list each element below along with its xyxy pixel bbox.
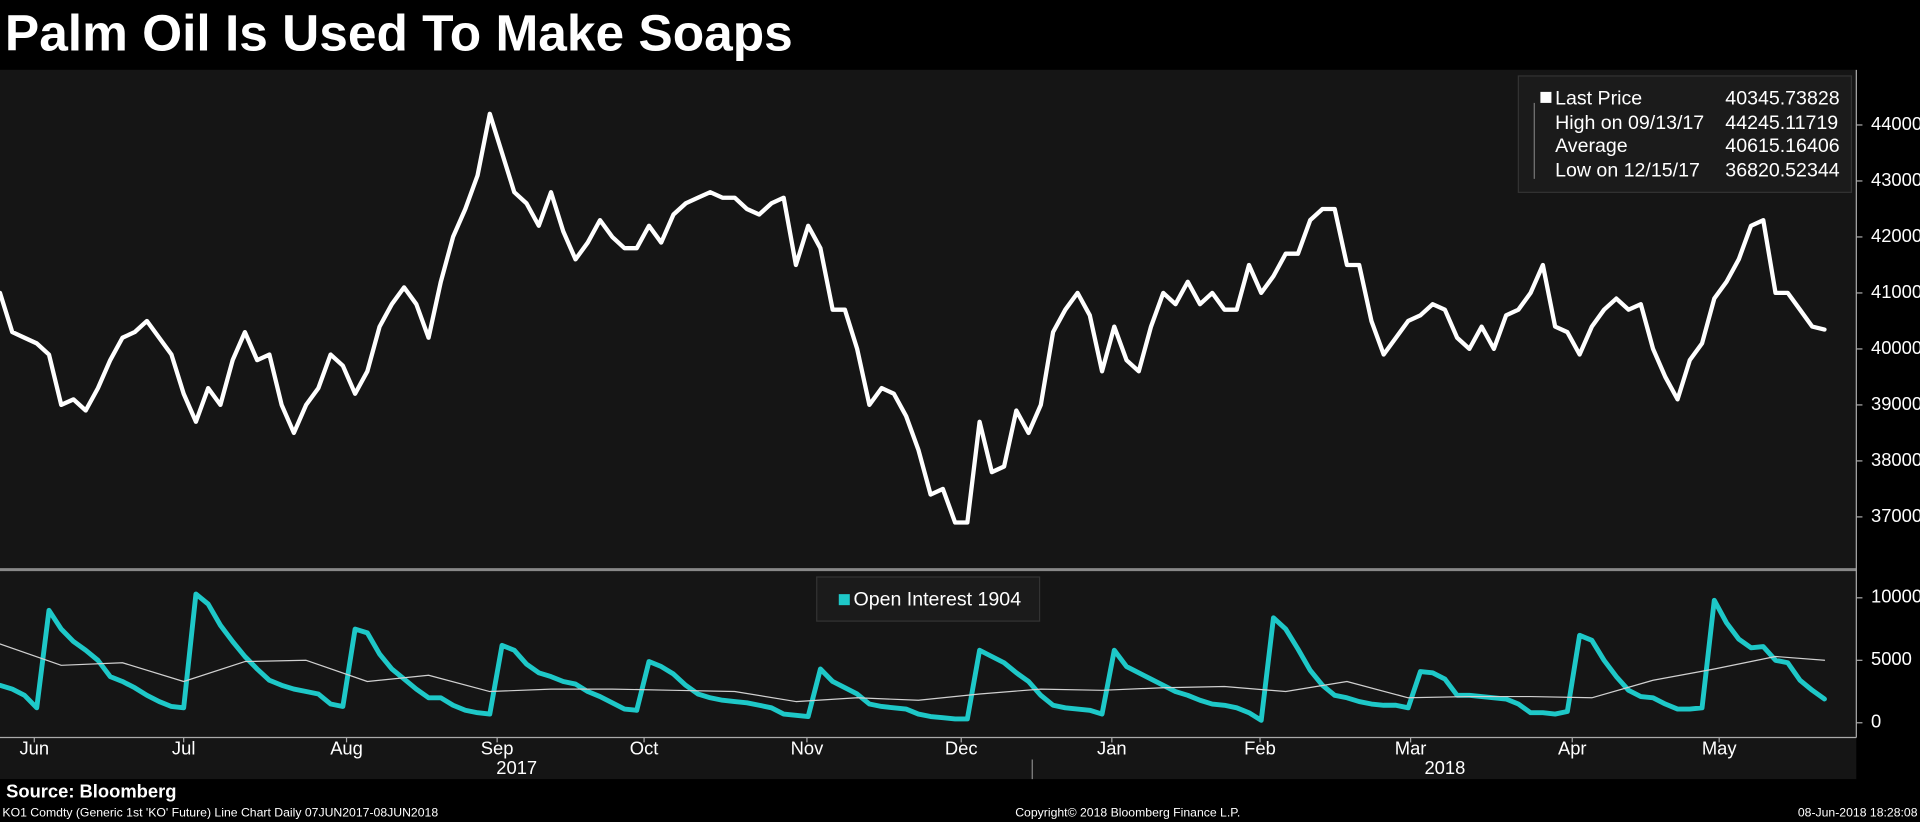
legend-name: Open Interest bbox=[853, 588, 972, 610]
y-tick-label: 0 bbox=[1871, 711, 1881, 732]
x-axis-band bbox=[0, 737, 1857, 780]
x-tick-label: Apr bbox=[1558, 738, 1587, 759]
y-tick-label: 37000 bbox=[1871, 505, 1920, 526]
y-tick-label: 42000 bbox=[1871, 225, 1920, 246]
legend-label: Open Interest 1904 bbox=[853, 588, 1021, 610]
footer-right: 08-Jun-2018 18:28:08 bbox=[1798, 806, 1918, 820]
x-tick-label: Dec bbox=[945, 738, 978, 759]
plot: 37000 38000 39000 40000 41000 42000 43000 44000… bbox=[0, 111, 1920, 780]
legend-box bbox=[1517, 75, 1853, 193]
legend-label: High on 09/13/17 bbox=[1555, 112, 1704, 134]
oi-legend: Open Interest 1904 bbox=[816, 576, 1041, 622]
legend: Last Price 40345.73828 High on 09/13/17 … bbox=[1517, 75, 1853, 193]
y-tick-label: 43000 bbox=[1871, 169, 1920, 190]
footer-center: Copyright© 2018 Bloomberg Finance L.P. bbox=[1015, 806, 1240, 820]
chart-title: Palm Oil Is Used To Make Soaps bbox=[5, 3, 793, 61]
x-tick-label: Jan bbox=[1097, 738, 1127, 759]
legend-value: 40615.16406 bbox=[1725, 135, 1839, 157]
series-line bbox=[0, 591, 1827, 723]
year-label: 2018 bbox=[1424, 757, 1465, 778]
x-tick-label: Nov bbox=[791, 738, 824, 759]
legend-value: 1904 bbox=[978, 588, 1022, 610]
series-line bbox=[0, 111, 1827, 525]
y-tick-label: 39000 bbox=[1871, 393, 1920, 414]
y-tick-label: 38000 bbox=[1871, 449, 1920, 470]
x-tick-label: Jun bbox=[19, 738, 49, 759]
year-label: 2017 bbox=[496, 757, 537, 778]
legend-label: Average bbox=[1555, 135, 1628, 157]
series-line bbox=[0, 643, 1826, 703]
y-tick-label: 41000 bbox=[1871, 281, 1920, 302]
y-tick-label: 40000 bbox=[1871, 337, 1920, 358]
x-tick-label: May bbox=[1702, 738, 1737, 759]
legend-value: 36820.52344 bbox=[1725, 160, 1839, 182]
x-tick-label: Mar bbox=[1395, 738, 1427, 759]
x-tick-label: Sep bbox=[481, 738, 514, 759]
legend-value: 44245.11719 bbox=[1725, 112, 1838, 134]
legend-value: 40345.73828 bbox=[1725, 87, 1839, 109]
legend-swatch bbox=[1540, 91, 1552, 103]
x-tick-label: Jul bbox=[172, 738, 195, 759]
x-tick-label: Feb bbox=[1244, 738, 1276, 759]
y-tick-label: 5000 bbox=[1871, 648, 1912, 669]
x-tick-label: Oct bbox=[630, 738, 659, 759]
x-tick-label: Aug bbox=[330, 738, 363, 759]
source: Source: Bloomberg bbox=[6, 780, 176, 801]
footer-left: KO1 Comdty (Generic 1st 'KO' Future) Lin… bbox=[2, 806, 438, 820]
y-tick-label: 44000 bbox=[1871, 113, 1920, 134]
y-tick-label: 10000 bbox=[1871, 586, 1920, 607]
legend-label: Last Price bbox=[1555, 87, 1642, 109]
legend-box bbox=[816, 576, 1041, 622]
legend-label: Low on 12/15/17 bbox=[1555, 160, 1700, 182]
legend-swatch bbox=[838, 594, 850, 606]
